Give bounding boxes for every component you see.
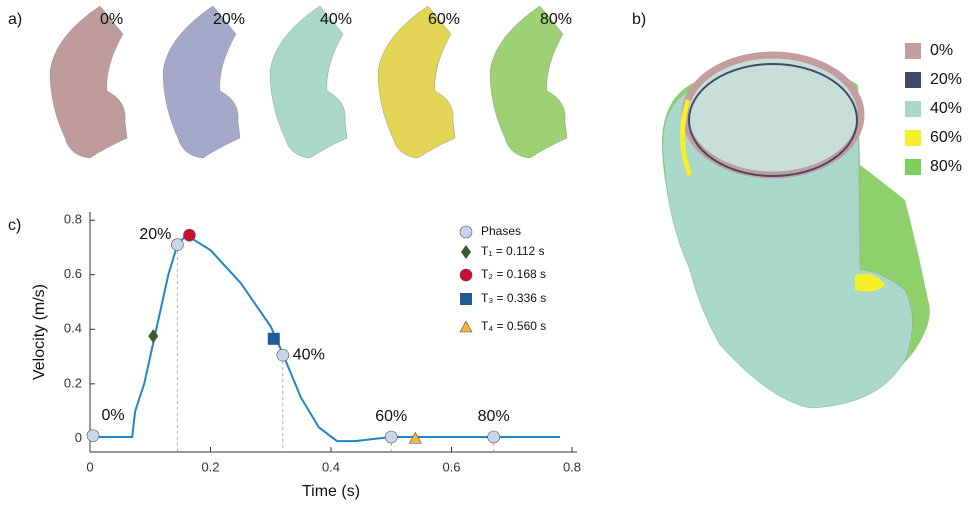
legend-label: T₃ = 0.336 s xyxy=(481,291,546,305)
legend-marker xyxy=(459,268,473,282)
model-label: 40% xyxy=(320,11,352,28)
vessel-model xyxy=(49,5,128,159)
x-tick-label: 0.6 xyxy=(442,459,460,474)
legend-label: 0% xyxy=(930,42,953,59)
legend-label: T₁ = 0.112 s xyxy=(481,244,545,258)
panel-label: c) xyxy=(8,217,21,234)
legend-marker xyxy=(460,293,472,305)
legend-marker xyxy=(459,320,473,333)
vessel-model xyxy=(377,5,456,159)
data-point xyxy=(384,430,398,444)
panel-label: b) xyxy=(632,11,646,28)
vessel-model xyxy=(162,5,241,159)
panel-label: a) xyxy=(8,11,22,28)
legend-marker xyxy=(461,245,471,259)
vessel-model xyxy=(269,5,348,159)
x-tick-label: 0.8 xyxy=(563,459,581,474)
legend-label: 40% xyxy=(930,100,962,117)
y-tick-label: 0.8 xyxy=(64,212,82,227)
y-tick-label: 0 xyxy=(75,430,82,445)
ring xyxy=(688,63,858,177)
y-tick-label: 0.2 xyxy=(64,375,82,390)
legend-marker xyxy=(459,225,473,239)
x-axis-label: Time (s) xyxy=(302,483,360,500)
vessel-model xyxy=(489,5,568,159)
legend-swatch xyxy=(905,159,921,175)
data-point xyxy=(276,348,290,362)
model-label: 80% xyxy=(540,11,572,28)
legend-swatch xyxy=(905,43,921,59)
legend-label: Phases xyxy=(481,224,521,238)
y-tick-label: 0.4 xyxy=(64,321,82,336)
data-point xyxy=(487,430,500,444)
patch-60 xyxy=(855,273,885,292)
x-tick-label: 0.2 xyxy=(201,459,219,474)
ring-60 xyxy=(679,99,693,176)
data-point xyxy=(171,238,184,252)
legend-swatch xyxy=(905,101,921,117)
legend-swatch xyxy=(905,130,921,146)
model-label: 60% xyxy=(428,11,460,28)
legend-label: T₂ = 0.168 s xyxy=(481,267,546,281)
y-axis-label: Velocity (m/s) xyxy=(31,284,48,380)
point-label: 80% xyxy=(478,408,510,425)
model-label: 0% xyxy=(100,11,123,28)
x-tick-label: 0 xyxy=(86,459,93,474)
y-tick-label: 0.6 xyxy=(64,266,82,281)
legend-label: 20% xyxy=(930,71,962,88)
point-label: 40% xyxy=(293,346,325,363)
data-point xyxy=(148,329,159,344)
data-point xyxy=(408,431,422,444)
point-label: 20% xyxy=(139,226,171,243)
legend-label: 80% xyxy=(930,158,962,175)
data-point xyxy=(267,332,280,345)
data-point xyxy=(86,429,100,442)
point-label: 0% xyxy=(101,407,124,424)
legend-label: 60% xyxy=(930,129,962,146)
legend-label: T₄ = 0.560 s xyxy=(481,319,546,333)
x-tick-label: 0.4 xyxy=(322,459,340,474)
data-point xyxy=(183,228,196,242)
legend-swatch xyxy=(905,72,921,88)
aorta-3d xyxy=(661,51,930,409)
model-label: 20% xyxy=(213,11,245,28)
point-label: 60% xyxy=(375,408,407,425)
